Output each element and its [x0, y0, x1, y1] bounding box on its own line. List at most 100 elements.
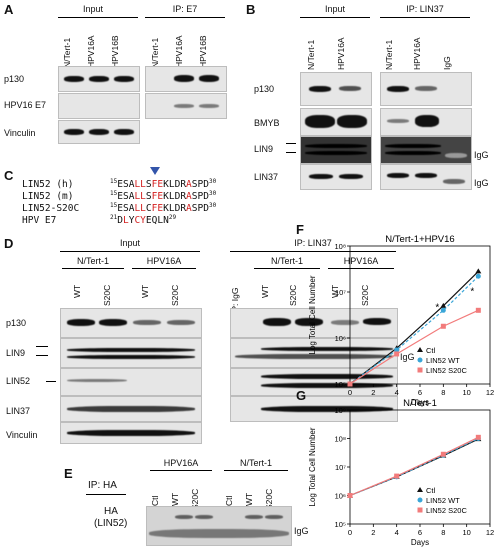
sequence-residue: A — [186, 191, 192, 203]
x-tick-label: 2 — [371, 388, 375, 397]
panel-a-row-p130: p130 — [4, 74, 25, 84]
panel-c-row-1-name: LIN52 (h) — [22, 179, 74, 191]
panel-d-blot-input-p130 — [60, 308, 202, 338]
panel-a-blot-input-vinculin — [58, 120, 140, 144]
sequence-residue: S — [191, 179, 198, 191]
panel-b-blot-ip-p130 — [380, 72, 472, 106]
panel-b-igg-1: IgG — [474, 150, 489, 160]
panel-d-group-3: N/Tert-1 — [270, 256, 303, 266]
panel-b-blot-input-p130 — [300, 72, 372, 106]
sequence-residue: S — [122, 203, 129, 215]
x-tick-label: 12 — [486, 528, 494, 537]
panel-d-blot-ip-p130 — [230, 308, 398, 338]
panel-b-blot-input-bmyb — [300, 108, 372, 136]
panel-a-label: A — [4, 2, 14, 17]
panel-c-row-4-name: HPV E7 — [22, 215, 57, 227]
data-point — [475, 434, 481, 440]
legend-marker — [417, 507, 423, 513]
sequence-residue: S — [122, 179, 129, 191]
chart-title: N/Tert-1+HPV16 — [385, 234, 454, 245]
sequence-residue: E — [117, 203, 123, 215]
sequence-residue: A — [186, 179, 192, 191]
panel-e-lane-2: WT — [170, 492, 180, 506]
x-tick-label: 6 — [418, 528, 422, 537]
significance-mark: * — [470, 287, 474, 298]
y-axis-label: Log Total Cell Number — [308, 275, 317, 354]
panel-d-group-1-line — [62, 268, 124, 269]
sequence-residue: C — [134, 215, 141, 227]
panel-d-lane-4: S20C — [170, 284, 180, 306]
panel-a-row-vinculin: Vinculin — [4, 128, 36, 138]
y-tick-label: 10⁸ — [334, 242, 346, 251]
data-point — [440, 302, 447, 308]
sequence-residue: P — [197, 191, 204, 203]
panel-e-group-2: N/Tert-1 — [239, 458, 272, 468]
panel-d-group-2: HPV16A — [146, 256, 182, 266]
panel-a-ip-lane-3: HPV16B — [198, 35, 208, 68]
panel-a-ip-header: IP: E7 — [172, 4, 198, 14]
panel-b-ip-lane-1: N/Tert-1 — [384, 39, 394, 70]
panel-c-row-3-name: LIN52-S20C — [22, 203, 80, 215]
panel-f-chart: N/Tert-1+HPV16 10⁵ 10⁶ 10⁷ 10⁸ 0 2 4 6 8 10 12 Days L… — [308, 234, 494, 407]
series-line — [349, 271, 479, 385]
sequence-residue: N — [163, 215, 169, 227]
sequence-residue: E — [145, 215, 152, 227]
panel-e-label: E — [64, 466, 73, 481]
panel-e-group-1-line — [150, 470, 212, 471]
y-tick-label: 10⁶ — [335, 334, 346, 343]
sequence-residue: E — [157, 179, 164, 191]
panel-d-lane-3: WT — [140, 284, 150, 298]
panel-d-lane-2: S20C — [102, 284, 112, 306]
sequence-residue: P — [197, 179, 204, 191]
panel-c-arrowhead-icon — [150, 167, 160, 175]
sequence-residue: L — [168, 179, 175, 191]
panel-d-blot-ip-lin52 — [230, 368, 398, 396]
panel-d-input-header: Input — [119, 238, 141, 248]
series-line — [349, 436, 479, 497]
panel-d-igg: IgG — [400, 352, 415, 362]
panel-d-input-line — [60, 251, 200, 252]
panel-e-lane-4: Ctl — [224, 495, 234, 506]
panel-d-ip-header: IP: LIN37 — [294, 238, 332, 248]
panel-e-lane-5: WT — [244, 492, 254, 506]
panel-b-igg-2: IgG — [474, 178, 489, 188]
panel-e-ip-line — [86, 494, 126, 495]
panel-a-input-line — [58, 17, 138, 18]
panel-d-group-4: HPV16A — [343, 256, 379, 266]
x-axis-label: Days — [411, 538, 429, 547]
legend-entry: Ctl — [426, 486, 436, 495]
sequence-residue: L — [140, 203, 146, 215]
panel-d-lane-1: WT — [72, 284, 82, 298]
panel-a-lane-1: N/Tert-1 — [62, 37, 72, 68]
panel-b-ip-header: IP: LIN37 — [406, 4, 444, 14]
chart-title: N/Tert-1 — [403, 398, 437, 409]
sequence-residue: L — [168, 191, 175, 203]
sequence-residue: S — [191, 203, 198, 215]
panel-b-ip-lane-2: HPV16A — [412, 37, 422, 70]
panel-d-lin9-bracket — [36, 346, 48, 356]
sequence-residue: R — [180, 179, 187, 191]
panel-b-blot-input-lin37 — [300, 164, 372, 190]
panel-a-ip-lane-2: HPV16A — [174, 35, 184, 68]
panel-c-row-4-seq: DLYCYEQLN — [117, 215, 169, 226]
panel-d-lin52-dash — [46, 381, 56, 382]
panel-b-blot-ip-lin9 — [380, 136, 472, 164]
panel-a-ip-line — [145, 17, 225, 18]
panel-c-row-2: LIN52 (m) 15ESALLSFEKLDRASPD30 — [22, 190, 217, 203]
sequence-residue: D — [174, 179, 181, 191]
panel-e-ip-label: IP: HA — [88, 480, 117, 491]
panel-d-label: D — [4, 236, 14, 251]
panel-a-ip-lane-1: N/Tert-1 — [150, 37, 160, 68]
panel-a-lane-2: HPV16A — [86, 35, 96, 68]
sequence-residue: Y — [128, 215, 135, 227]
sequence-residue: L — [157, 215, 164, 227]
sequence-residue: S — [191, 191, 198, 203]
panel-e-lane-1: Ctl — [150, 495, 160, 506]
panel-c-row-2-seq: ESALLSFEKLDRASPD — [117, 191, 209, 202]
sequence-residue: Q — [151, 215, 158, 227]
significance-mark: * — [435, 303, 439, 314]
panel-a-blot-ip-e7 — [145, 93, 227, 119]
panel-c-row-3-seq: ESALLCFEKLDRASPD — [117, 203, 209, 214]
sequence-residue: Y — [140, 215, 146, 227]
panel-g-chart: N/Tert-1 10⁵ 10⁶ 10⁷ 10⁸ 10⁹ 0 2 4 6 8 10 12 Days Log … — [308, 398, 494, 547]
